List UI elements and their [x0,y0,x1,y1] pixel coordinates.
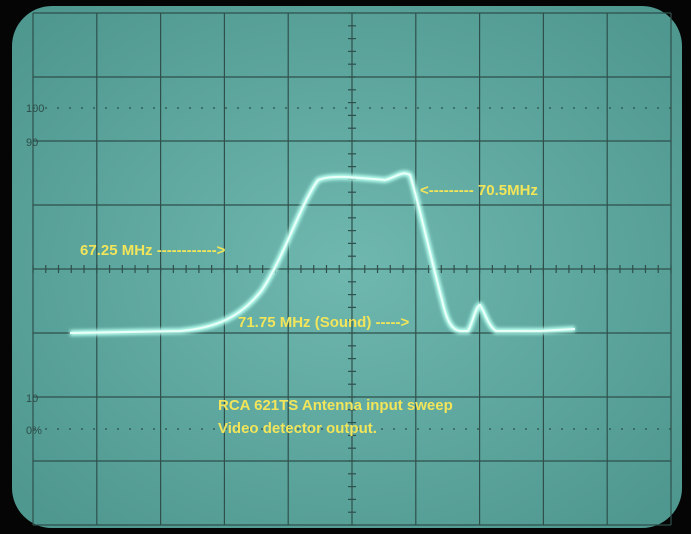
annotation: 67.25 MHz ------------> [80,242,226,259]
oscilloscope-photo: 100 90 10 0% 67.25 MHz ------------> <--… [0,0,691,534]
graticule-label: 0% [26,425,42,437]
annotation: 71.75 MHz (Sound) -----> [238,314,409,331]
graticule-label: 100 [26,103,44,115]
graticule-label: 10 [26,393,38,405]
caption: Video detector output. [218,420,377,437]
graticule-label: 90 [26,137,38,149]
caption: RCA 621TS Antenna input sweep [218,397,453,414]
annotation: <--------- 70.5MHz [420,182,538,199]
